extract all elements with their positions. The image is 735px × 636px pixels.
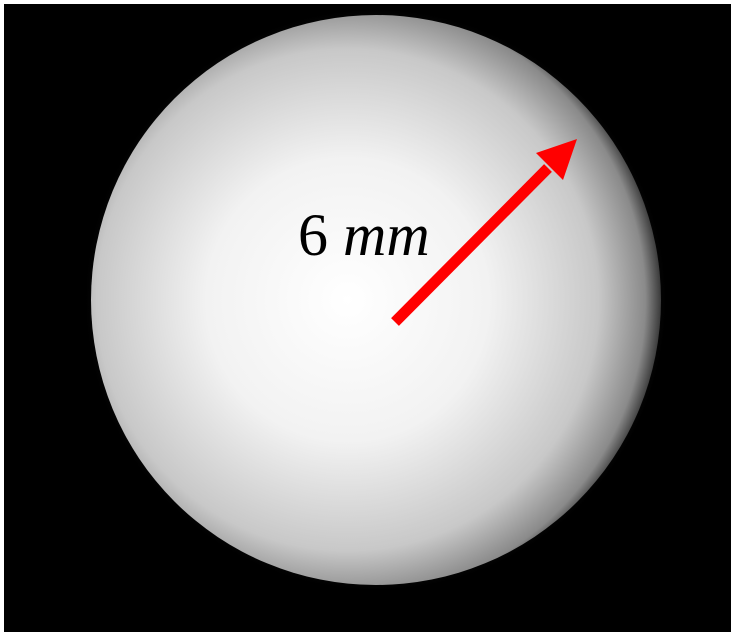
- size-number: 6: [298, 202, 328, 268]
- page: {"image": {"label": {"number": "6", "uni…: [0, 0, 735, 636]
- image: 6mm: [0, 0, 735, 636]
- size-unit: mm: [343, 202, 430, 268]
- sphere: [91, 15, 661, 585]
